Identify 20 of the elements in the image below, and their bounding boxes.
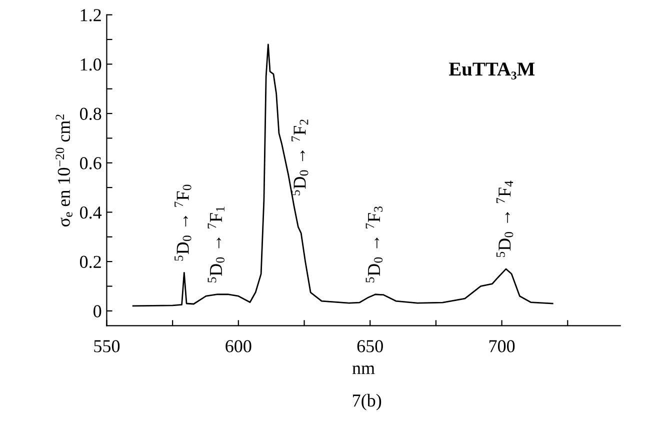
annotation: EuTTA₃M <box>448 62 535 80</box>
y-axis-title: σ$_{e}$ en 10$^{−20}$ cm$^{2}$ <box>56 114 72 227</box>
annotation: $^{5}$D$_{0}$ → $^{7}$F$_{3}$ <box>366 206 383 282</box>
y-tick-label: 1.2 <box>80 9 101 22</box>
x-tick-label: 550 <box>94 340 120 352</box>
x-tick-label: 650 <box>357 340 383 352</box>
y-tick-label: 1.0 <box>80 58 102 71</box>
x-tick-label: 700 <box>489 340 515 352</box>
x-tick-label: 600 <box>226 340 252 352</box>
y-tick-label: 0.6 <box>80 157 102 170</box>
annotation: $^{5}$D$_{0}$ → $^{7}$F$_{4}$ <box>496 180 514 257</box>
y-tick-label: 0.4 <box>80 206 102 219</box>
y-tick-label: 0 <box>94 305 102 318</box>
annotation: $^{5}$D$_{0}$ → $^{7}$F$_{0}$ <box>174 184 192 261</box>
text: 7(b) <box>353 394 382 410</box>
annotation: $^{5}$D$_{0}$ → $^{7}$F$_{1}$ <box>208 206 224 282</box>
x-axis-title: nm <box>352 366 375 374</box>
line-series <box>132 44 554 307</box>
y-tick-label: 0.8 <box>80 108 102 120</box>
y-tick-label: 0.2 <box>80 256 101 268</box>
